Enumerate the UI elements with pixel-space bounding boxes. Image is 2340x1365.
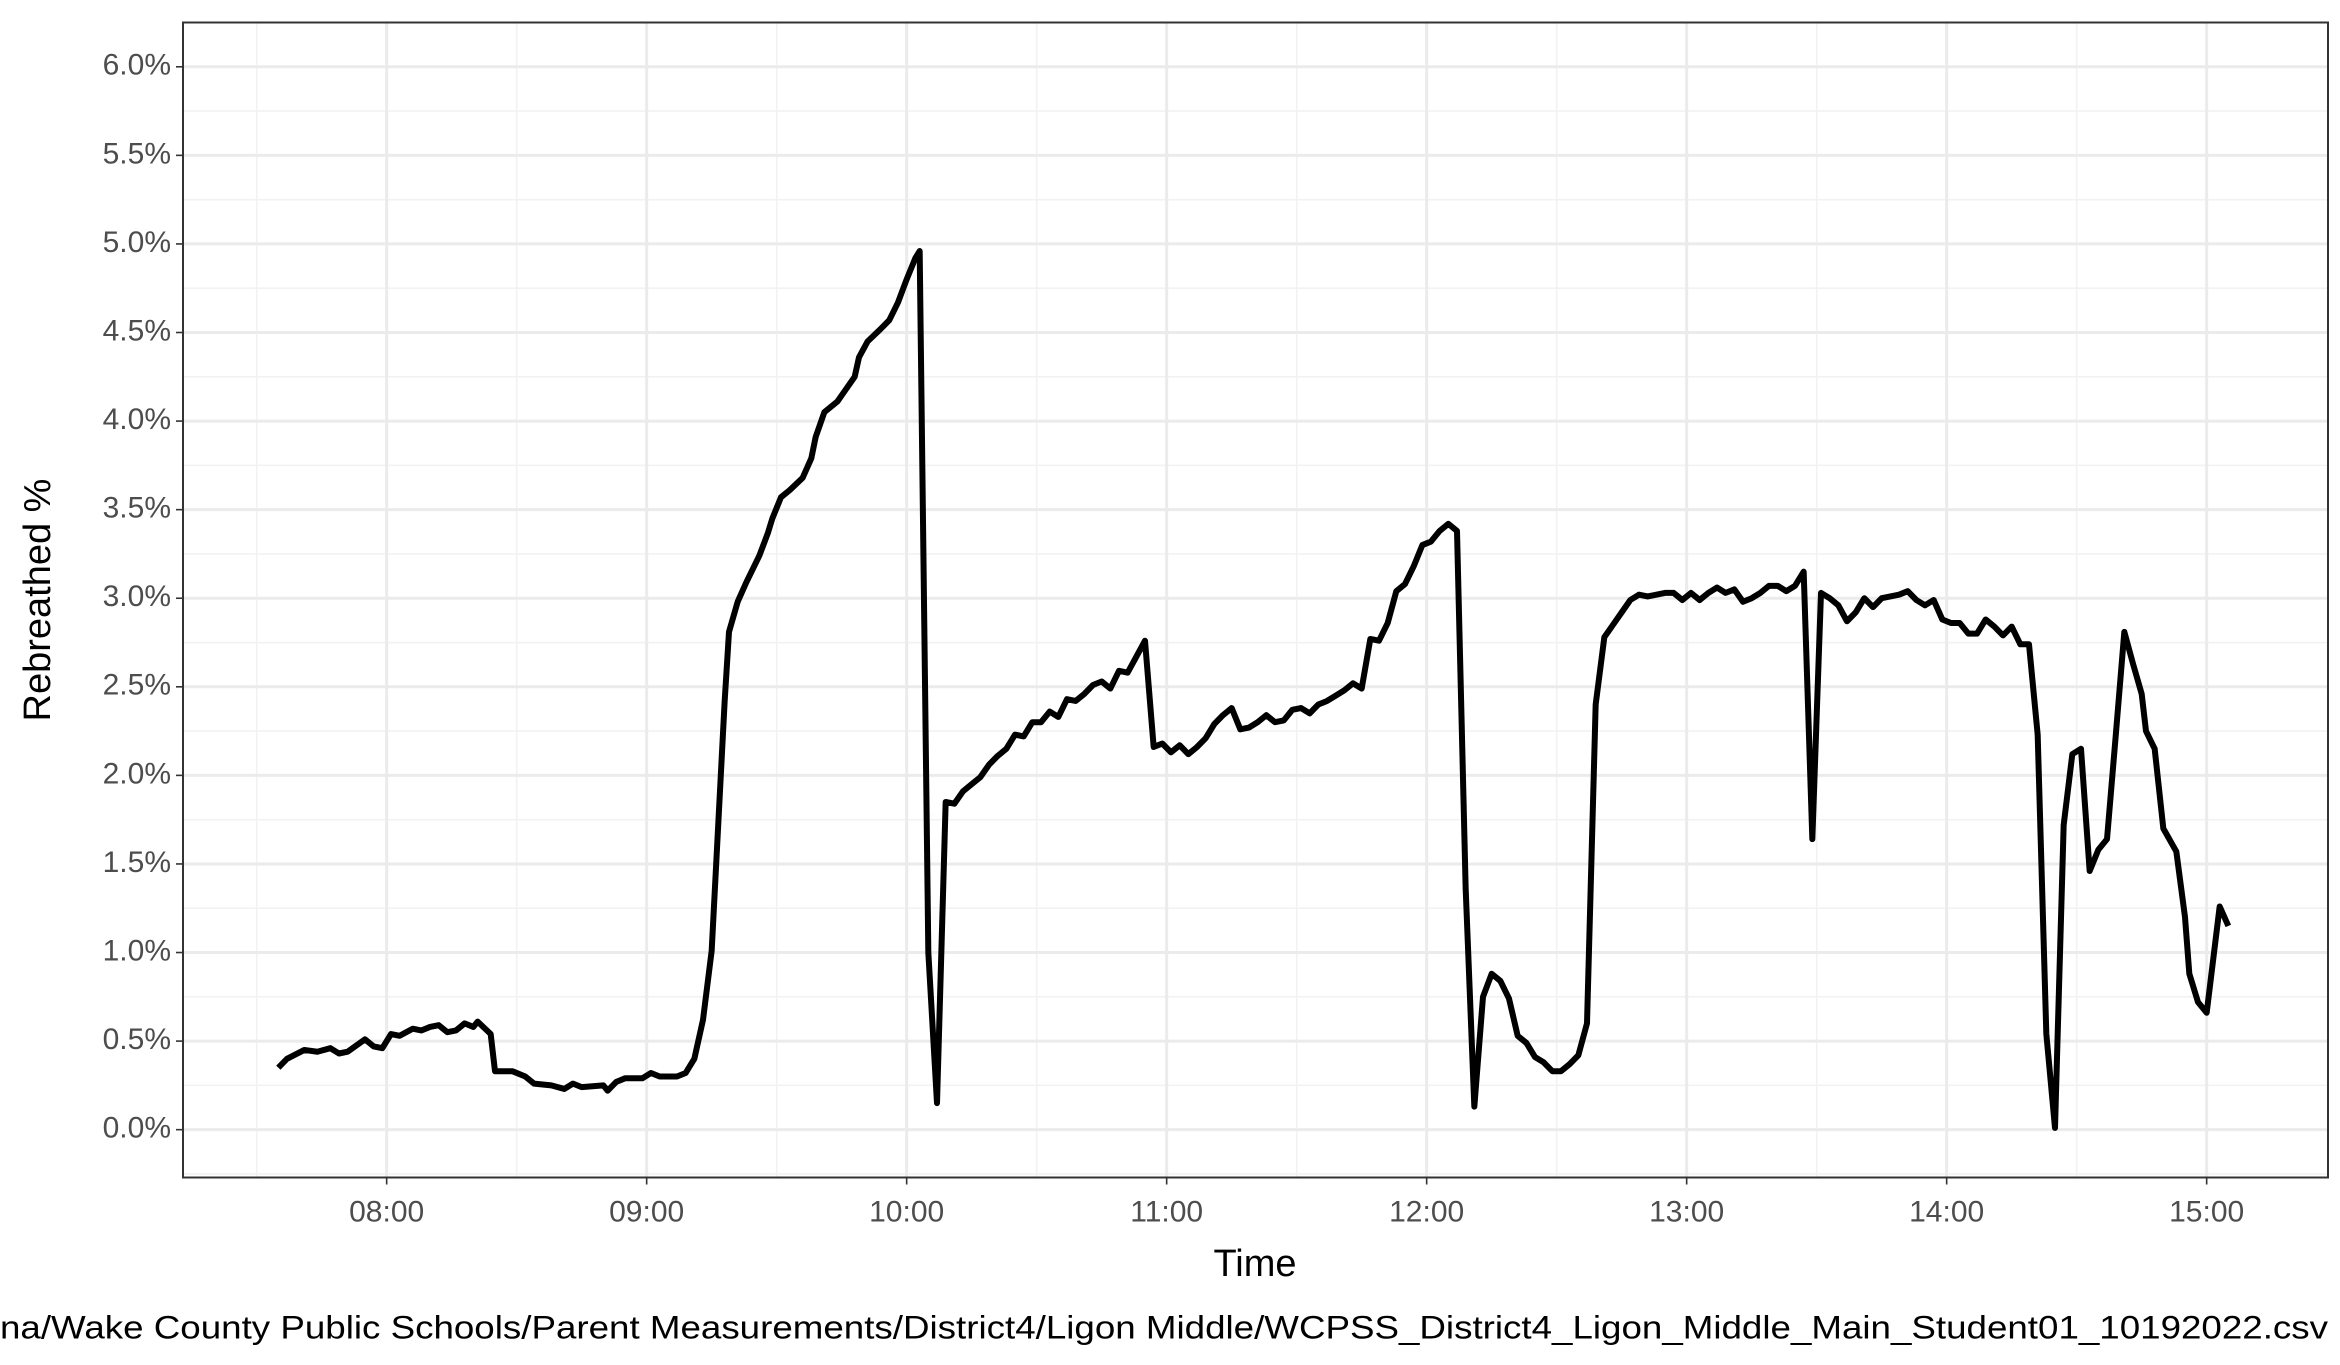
data-line xyxy=(276,248,2232,1131)
y-tick-label: 3.5% xyxy=(103,492,171,525)
y-tick-label: 4.5% xyxy=(103,314,171,347)
x-tick-label: 11:00 xyxy=(1130,1195,1203,1228)
y-tick-label: 6.0% xyxy=(103,49,171,82)
x-tick-label: 10:00 xyxy=(869,1195,944,1228)
caption: na/Wake County Public Schools/Parent Mea… xyxy=(0,1309,2328,1345)
y-tick-label: 0.5% xyxy=(103,1023,171,1056)
x-tick-label: 12:00 xyxy=(1389,1195,1464,1228)
y-tick-label: 1.0% xyxy=(103,934,171,967)
y-tick-label: 0.0% xyxy=(103,1112,171,1145)
x-tick-label: 13:00 xyxy=(1649,1195,1724,1228)
y-tick-label: 3.0% xyxy=(103,580,171,613)
x-axis-title: Time xyxy=(1213,1243,1296,1285)
x-tick-label: 09:00 xyxy=(609,1195,684,1228)
x-tick-label: 08:00 xyxy=(349,1195,424,1228)
y-tick-label: 2.0% xyxy=(103,757,171,790)
x-tick-label: 14:00 xyxy=(1909,1195,1984,1228)
y-tick-label: 2.5% xyxy=(103,669,171,702)
y-tick-label: 1.5% xyxy=(103,846,171,879)
y-tick-label: 5.5% xyxy=(103,137,171,170)
y-tick-label: 4.0% xyxy=(103,403,171,436)
y-axis-title: Rebreathed % xyxy=(17,479,59,722)
y-tick-label: 5.0% xyxy=(103,226,171,259)
panel-border xyxy=(182,21,2329,1179)
x-tick-label: 15:00 xyxy=(2169,1195,2244,1228)
